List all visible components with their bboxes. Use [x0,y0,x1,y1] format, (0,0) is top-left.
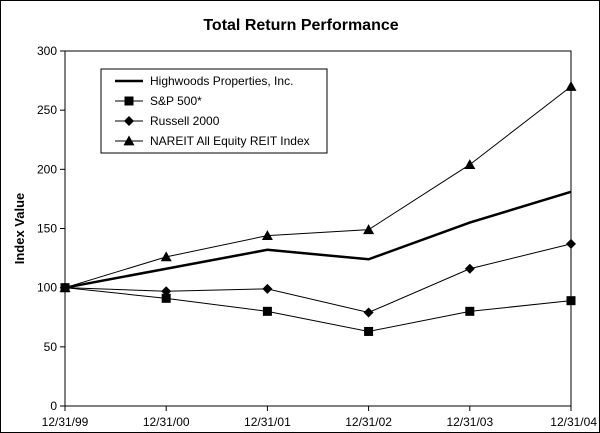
legend-label: Highwoods Properties, Inc. [150,74,293,88]
series-line-s-p-500 [64,287,572,332]
point-russell-2000 [363,307,374,318]
point-russell-2000 [161,286,172,297]
y-tick-label: 250 [37,103,57,117]
point-nareit-all-equity-reit-index [261,230,273,240]
series-line-russell-2000 [64,243,572,314]
legend-box [100,68,328,154]
x-tick-label: 12/31/03 [446,415,493,429]
y-tick-label: 200 [37,162,57,176]
y-tick-label: 0 [50,399,57,413]
point-russell-2000 [566,238,576,249]
x-tick-label: 12/31/02 [345,415,392,429]
series-line-nareit-all-equity-reit-index [64,86,572,289]
legend: Highwoods Properties, Inc. S&P 500* Russel… [100,68,328,154]
legend-swatch-marker [124,116,134,126]
point-nareit-all-equity-reit-index [363,224,375,235]
plot-area: 0 50 100 150 200 250 300 12/31/99 12/31/00 12/31/… [37,44,597,429]
point-russell-2000 [464,263,475,274]
point-nareit-all-equity-reit-index [160,251,172,262]
legend-swatch-marker [123,135,135,146]
y-tick-label: 150 [37,222,57,236]
y-tick-label: 100 [37,281,57,295]
point-s-p-500 [566,296,576,306]
chart-title: Total Return Performance [203,17,398,34]
legend-label: NAREIT All Equity REIT Index [150,134,310,148]
legend-label: Russell 2000 [150,114,220,128]
x-tick-label: 12/31/04 [550,415,597,429]
point-nareit-all-equity-reit-index [464,159,476,169]
legend-swatch-marker [124,96,134,106]
series-line-highwoods-properties-inc [64,190,572,289]
x-tick-label: 12/31/00 [143,415,190,429]
x-tick-label: 12/31/01 [244,415,291,429]
point-nareit-all-equity-reit-index [565,81,577,91]
y-axis-label: Index Value [12,193,27,265]
legend-label: S&P 500* [150,94,202,108]
point-russell-2000 [262,283,273,294]
y-tick-label: 300 [37,44,57,58]
x-tick-label: 12/31/99 [42,415,89,429]
point-s-p-500 [465,306,475,316]
y-tick-label: 50 [44,340,58,354]
point-s-p-500 [262,306,272,316]
point-s-p-500 [364,326,374,336]
point-s-p-500 [161,293,171,303]
point-nareit-all-equity-reit-index [59,282,71,293]
